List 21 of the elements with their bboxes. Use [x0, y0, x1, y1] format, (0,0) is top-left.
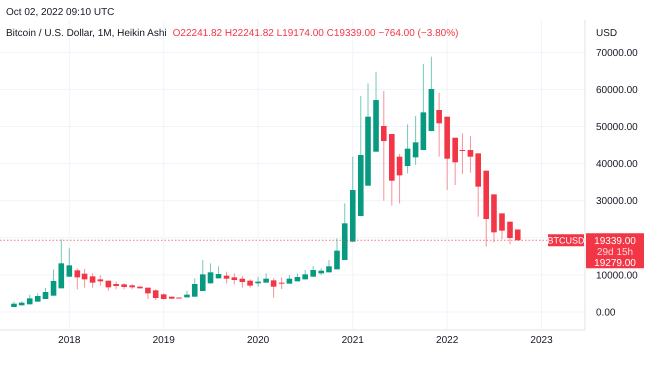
x-tick-label: 2021	[342, 335, 364, 346]
text: 19339.00	[594, 236, 636, 247]
y-tick-label: 60000.00	[596, 84, 638, 96]
text: 19279.00	[594, 258, 636, 269]
y-axis-title: USD	[596, 28, 618, 39]
x-tick-label: 2022	[436, 335, 459, 346]
text: Bitcoin / U.S. Dollar, 1M, Heikin Ashi	[6, 28, 167, 39]
x-tick-label: 2023	[530, 335, 554, 346]
annotation: O22241.82 H22241.82 L19174.00 C19339.00 −764.00 (−3.80%)	[172, 28, 458, 39]
y-tick-label: 50000.00	[596, 122, 638, 133]
y-tick-label: 70000.00	[596, 48, 638, 59]
y-tick-label: 40000.00	[596, 159, 638, 170]
ref-line-label: BTCUSD	[547, 235, 585, 246]
y-tick-label: 10000.00	[596, 270, 638, 282]
text: 29d 15h	[596, 246, 634, 258]
x-tick-label: 2020	[246, 335, 270, 346]
x-tick-label: 2018	[58, 335, 81, 346]
chart-subtitle: Oct 02, 2022 09:10 UTC	[6, 7, 114, 18]
y-tick-label: 0.00	[596, 308, 616, 319]
y-tick-label: 30000.00	[596, 196, 638, 208]
x-tick-label: 2019	[152, 335, 176, 346]
